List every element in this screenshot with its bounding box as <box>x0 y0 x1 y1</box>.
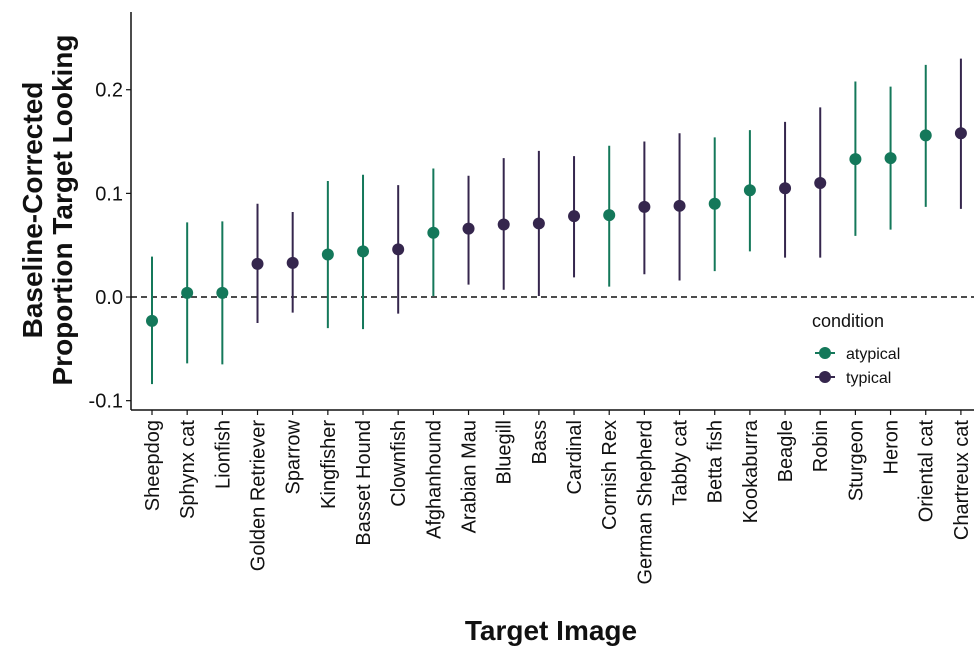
x-tick-label: Robin <box>810 420 832 472</box>
x-tick-label: Tabby cat <box>670 420 692 506</box>
x-tick-label: Betta fish <box>705 420 727 503</box>
point <box>392 243 404 255</box>
point <box>181 287 193 299</box>
x-tick-label: Heron <box>881 420 903 474</box>
y-axis-label: Proportion Target Looking <box>47 34 78 385</box>
x-tick-label: Lionfish <box>212 420 234 489</box>
legend-marker <box>819 371 831 383</box>
x-tick-label: Sheepdog <box>142 420 164 511</box>
x-tick-label: Sphynx cat <box>177 420 199 519</box>
legend-label: typical <box>846 370 891 387</box>
point <box>709 198 721 210</box>
point <box>463 223 475 235</box>
y-tick-label: 0.2 <box>95 80 123 102</box>
x-tick-label: Cornish Rex <box>599 420 621 530</box>
point <box>638 201 650 213</box>
x-tick-label: Basset Hound <box>353 420 375 546</box>
x-tick-label: Bluegill <box>494 420 516 484</box>
legend-marker <box>819 347 831 359</box>
y-axis-label: Baseline-Corrected <box>17 82 48 339</box>
x-tick-label: Kingfisher <box>318 420 340 509</box>
point <box>955 127 967 139</box>
point <box>885 152 897 164</box>
point <box>603 209 615 221</box>
x-tick-label: Clownfish <box>388 420 410 507</box>
legend-title: condition <box>812 311 884 331</box>
point <box>252 258 264 270</box>
y-tick-label: 0.1 <box>95 183 123 205</box>
x-tick-label: Arabian Mau <box>459 420 481 533</box>
point <box>322 249 334 261</box>
x-tick-label: Sturgeon <box>845 420 867 501</box>
x-tick-label: Kookaburra <box>740 419 762 523</box>
point <box>568 210 580 222</box>
point <box>146 315 158 327</box>
point <box>674 200 686 212</box>
point <box>287 257 299 269</box>
x-tick-label: Cardinal <box>564 420 586 494</box>
chart: Baseline-Corrected Proportion Target Loo… <box>0 0 974 652</box>
x-tick-label: Golden Retriever <box>248 420 270 572</box>
x-tick-label: German Shepherd <box>634 420 656 585</box>
x-tick-label: Beagle <box>775 420 797 482</box>
y-tick-label: 0.0 <box>95 287 123 309</box>
point <box>533 217 545 229</box>
x-tick-label: Chartreux cat <box>951 420 973 540</box>
x-tick-label: Sparrow <box>283 419 305 494</box>
point <box>216 287 228 299</box>
point <box>920 129 932 141</box>
point <box>849 153 861 165</box>
point <box>814 177 826 189</box>
x-tick-label: Bass <box>529 420 551 464</box>
x-tick-label: Oriental cat <box>916 420 938 523</box>
point <box>779 182 791 194</box>
x-tick-label: Afghanhound <box>423 420 445 539</box>
x-axis-label: Target Image <box>465 615 637 646</box>
point <box>498 218 510 230</box>
y-tick-label: -0.1 <box>89 391 123 413</box>
point <box>744 184 756 196</box>
point <box>357 245 369 257</box>
point <box>427 227 439 239</box>
legend-label: atypical <box>846 346 900 363</box>
